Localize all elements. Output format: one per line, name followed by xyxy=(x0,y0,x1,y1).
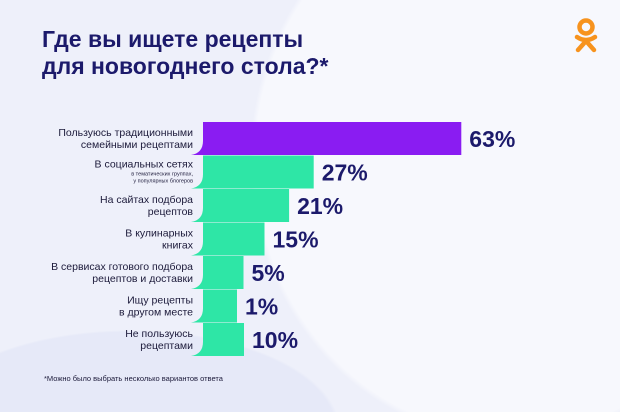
category-label: книгах xyxy=(162,240,194,252)
bar xyxy=(191,323,244,356)
footnote: *Можно было выбрать несколько вариантов … xyxy=(44,374,223,383)
category-label: Пользуюсь традиционными xyxy=(58,127,193,139)
value-label: 10% xyxy=(252,327,298,353)
category-label: семейными рецептами xyxy=(81,139,193,151)
page-title: Где вы ищете рецепты для новогоднего сто… xyxy=(42,26,329,80)
category-label: В сервисах готового подбора xyxy=(51,261,193,273)
value-label: 5% xyxy=(252,260,285,286)
value-label: 63% xyxy=(469,126,515,152)
value-label: 27% xyxy=(322,160,368,186)
category-sublabel: в тематических группах, xyxy=(131,172,193,178)
category-label: В социальных сетях xyxy=(95,159,194,171)
ok-logo-icon xyxy=(574,18,598,53)
value-label: 21% xyxy=(297,193,343,219)
category-label: В кулинарных xyxy=(125,228,193,240)
category-label: в другом месте xyxy=(119,307,193,319)
value-label: 15% xyxy=(273,227,319,253)
category-sublabel: у популярных блогеров xyxy=(133,179,193,185)
category-label: рецептами xyxy=(140,340,193,352)
title-line: для новогоднего стола?* xyxy=(42,53,329,79)
value-label: 1% xyxy=(245,294,278,320)
bar xyxy=(191,222,265,256)
category-label: На сайтах подбора xyxy=(100,194,193,206)
bar xyxy=(191,289,237,323)
category-label: рецептов xyxy=(148,206,194,218)
category-label: рецептов и доставки xyxy=(92,273,193,285)
bar xyxy=(191,256,244,289)
bar xyxy=(191,189,290,222)
bar xyxy=(191,155,314,189)
category-label: Ищу рецепты xyxy=(127,295,193,307)
bar xyxy=(191,122,462,155)
title-line: Где вы ищете рецепты xyxy=(42,26,304,52)
category-label: Не пользуюсь xyxy=(125,328,193,340)
